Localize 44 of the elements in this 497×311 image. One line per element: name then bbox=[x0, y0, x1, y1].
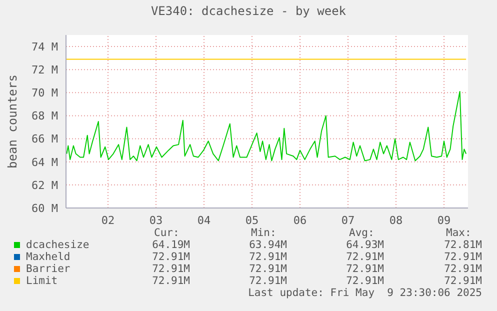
text: 72.91M bbox=[346, 275, 384, 287]
y-tick-label: 68 M bbox=[32, 110, 58, 123]
y-axis-title: bean counters bbox=[5, 74, 20, 168]
x-tick-label: 06 bbox=[293, 214, 307, 227]
x-tick-label: 04 bbox=[197, 214, 211, 227]
y-tick-label: 62 M bbox=[32, 178, 58, 192]
text: 72.91M bbox=[249, 251, 287, 263]
text: 72.91M bbox=[444, 251, 482, 263]
text: 72.91M bbox=[346, 251, 384, 263]
text: 72.91M bbox=[152, 251, 190, 263]
text: 72.91M bbox=[152, 275, 190, 287]
x-tick-label: 02 bbox=[101, 214, 115, 227]
text: 63.94M bbox=[249, 239, 287, 251]
text: 72.91M bbox=[444, 275, 482, 287]
text: Last update: Fri May 9 23:30:06 2025 bbox=[248, 287, 482, 299]
x-tick-label: 03 bbox=[149, 214, 163, 227]
text: Min: bbox=[251, 227, 276, 239]
x-tick-label: 08 bbox=[389, 214, 403, 227]
text: 72.91M bbox=[249, 275, 287, 287]
y-tick-label: 60 M bbox=[32, 202, 58, 215]
legend-label: Limit bbox=[26, 275, 58, 287]
x-tick-label: 07 bbox=[341, 214, 355, 227]
y-tick-label: 64 M bbox=[32, 156, 58, 169]
legend-label: Maxheld bbox=[26, 251, 70, 263]
line-series bbox=[66, 91, 467, 162]
text: Avg: bbox=[349, 227, 374, 239]
y-tick-label: 74 M bbox=[32, 40, 58, 54]
y-tick-label: 72 M bbox=[32, 64, 58, 77]
text: 64.93M bbox=[346, 239, 384, 251]
text: 72.91M bbox=[249, 263, 287, 275]
text: 72.91M bbox=[152, 263, 190, 275]
y-tick-label: 66 M bbox=[32, 132, 58, 146]
y-tick-label: 70 M bbox=[32, 86, 58, 100]
legend-label: dcachesize bbox=[26, 239, 90, 251]
chart-title: VE340: dcachesize - by week bbox=[150, 4, 348, 18]
text: Cur: bbox=[154, 227, 180, 239]
text: 64.19M bbox=[152, 239, 190, 251]
text: 72.91M bbox=[444, 263, 482, 275]
text: 72.91M bbox=[346, 263, 384, 275]
text: Max: bbox=[446, 227, 472, 239]
x-tick-label: 09 bbox=[437, 214, 451, 227]
text: 72.81M bbox=[444, 239, 482, 251]
x-tick-label: 05 bbox=[245, 214, 259, 227]
legend-label: Barrier bbox=[26, 263, 70, 275]
